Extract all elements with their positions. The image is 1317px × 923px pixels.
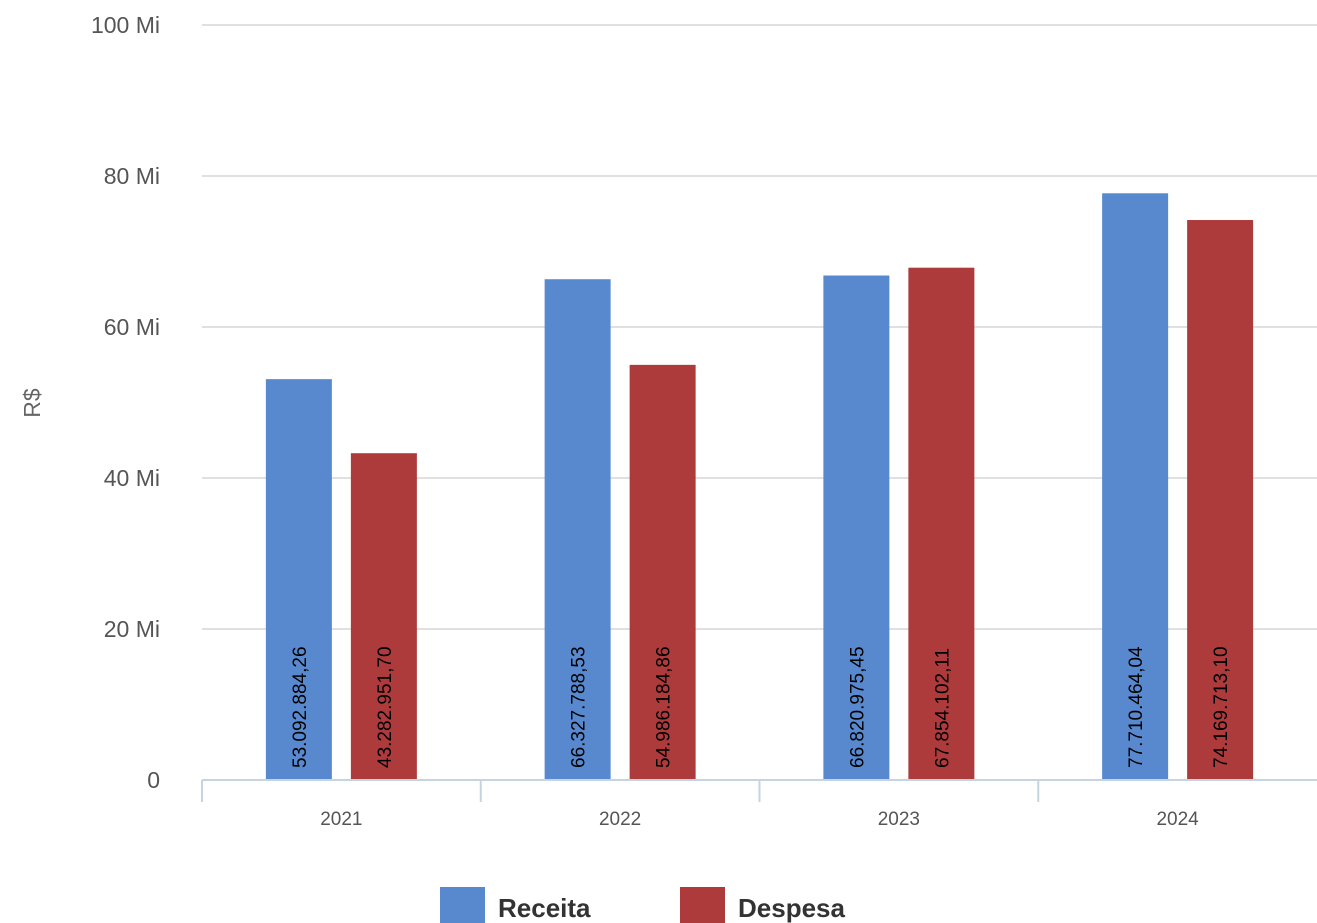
- bars: 53.092.884,26 43.282.951,70 66.327.788,53 5…: [265, 193, 1254, 780]
- legend-swatch: [440, 887, 485, 923]
- x-axis: 2021 2022 2023 2024: [201, 779, 1317, 830]
- bar-despesa-2021[interactable]: [350, 453, 417, 780]
- legend-item-despesa[interactable]: Despesa: [680, 887, 845, 923]
- bar-receita-2024[interactable]: [1102, 193, 1169, 780]
- data-label: 66.820.975,45: [847, 646, 868, 768]
- bar-despesa-2022[interactable]: [629, 364, 696, 780]
- bar-receita-2023[interactable]: [823, 275, 890, 780]
- data-label: 53.092.884,26: [290, 646, 311, 768]
- bar-receita-2021[interactable]: [265, 379, 332, 780]
- legend[interactable]: Receita Despesa: [440, 887, 845, 923]
- y-axis-ticks: 0 20 Mi 40 Mi 60 Mi 80 Mi 100 Mi: [91, 12, 160, 793]
- data-label: 43.282.951,70: [375, 646, 396, 768]
- data-label: 77.710.464,04: [1126, 646, 1147, 768]
- y-tick-label: 100 Mi: [91, 12, 160, 38]
- bar-despesa-2023[interactable]: [908, 267, 975, 780]
- y-tick-label: 60 Mi: [104, 314, 160, 340]
- x-tick-label: 2023: [878, 809, 920, 830]
- legend-label: Receita: [498, 893, 591, 923]
- y-tick-label: 20 Mi: [104, 616, 160, 642]
- y-tick-label: 40 Mi: [104, 465, 160, 491]
- y-tick-label: 80 Mi: [104, 163, 160, 189]
- data-label: 66.327.788,53: [569, 646, 590, 768]
- legend-swatch: [680, 887, 725, 923]
- x-tick-label: 2021: [320, 809, 362, 830]
- data-label: 54.986.184,86: [654, 646, 675, 768]
- x-tick-label: 2022: [599, 809, 641, 830]
- legend-label: Despesa: [738, 893, 845, 923]
- bar-despesa-2024[interactable]: [1187, 220, 1254, 780]
- data-label: 67.854.102,11: [932, 648, 953, 768]
- legend-item-receita[interactable]: Receita: [440, 887, 591, 923]
- y-tick-label: 0: [147, 767, 160, 793]
- x-tick-label: 2024: [1156, 809, 1199, 830]
- data-label: 74.169.713,10: [1211, 646, 1232, 768]
- bar-receita-2022[interactable]: [544, 279, 611, 780]
- y-axis-label: R$: [19, 388, 45, 418]
